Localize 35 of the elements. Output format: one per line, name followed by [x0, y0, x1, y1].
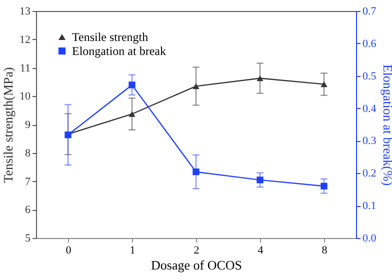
x-axis-title: Dosage of OCOS — [151, 258, 242, 272]
y-tick-label: 8 — [25, 147, 31, 160]
y2-tick-label: 0.5 — [362, 70, 377, 82]
y-tick-label: 12 — [20, 34, 30, 46]
y2-tick-label: 0.2 — [362, 168, 376, 180]
y-axis-title: Tensile strength(MPa) — [0, 67, 16, 183]
point — [128, 111, 136, 117]
point — [192, 83, 200, 90]
point — [128, 82, 136, 88]
point — [192, 168, 200, 176]
x-tick-label: 1 — [130, 244, 136, 256]
y-tick-label: 13 — [20, 6, 31, 18]
legend-label: Tensile strength — [72, 30, 148, 44]
y2-tick-label: 0.3 — [362, 135, 377, 148]
y-tick-label: 6 — [25, 204, 31, 216]
y-tick-label: 9 — [25, 119, 31, 131]
point — [256, 75, 264, 82]
legend-label: Elongation at break — [72, 44, 166, 58]
y2-tick-label: 0.1 — [362, 200, 376, 212]
point — [256, 176, 264, 184]
x-tick-label: 2 — [194, 244, 200, 256]
y-tick-label: 10 — [20, 90, 31, 103]
point — [320, 182, 328, 190]
y2-tick-label: 0.6 — [362, 38, 377, 50]
y-tick-label: 7 — [25, 176, 31, 188]
y2-tick-label: 0.7 — [362, 6, 377, 18]
x-tick-label: 8 — [322, 244, 328, 256]
y2-axis-title: Elongation at break(%) — [380, 64, 392, 186]
y-tick-label: 5 — [25, 232, 31, 244]
x-tick-label: 0 — [66, 244, 72, 256]
y2-tick-label: 0.0 — [362, 232, 377, 244]
y-tick-label: 11 — [20, 62, 30, 74]
x-tick-label: 4 — [258, 244, 264, 256]
point — [320, 81, 328, 88]
y2-tick-label: 0.4 — [362, 102, 377, 115]
